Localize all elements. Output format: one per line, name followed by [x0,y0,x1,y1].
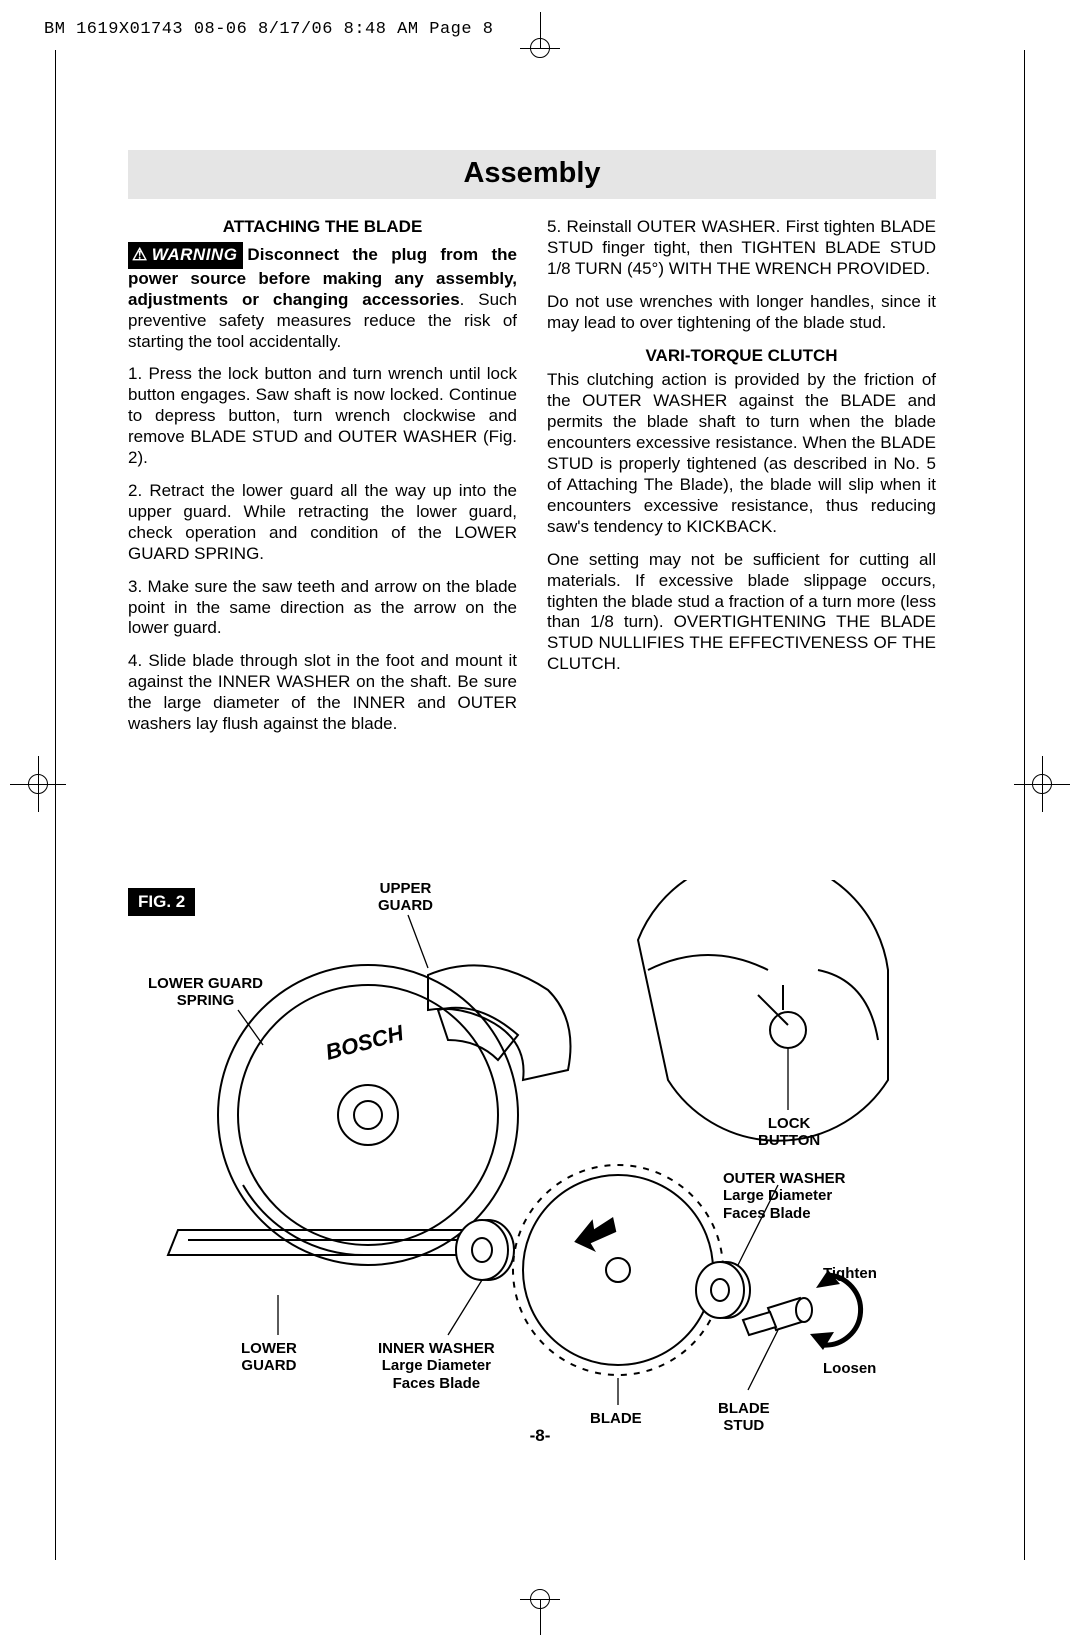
step-1: 1. Press the lock button and turn wrench… [128,364,517,469]
step-4: 4. Slide blade through slot in the foot … [128,651,517,735]
callout-loosen: Loosen [823,1360,876,1377]
figure-2: FIG. 2 BOSCH [128,880,936,1440]
registration-mark [1014,756,1070,812]
crop-mark [520,48,560,49]
callout-outer-washer: OUTER WASHERLarge DiameterFaces Blade [723,1170,846,1222]
step-3: 3. Make sure the saw teeth and arrow on … [128,577,517,640]
step-2: 2. Retract the lower guard all the way u… [128,481,517,565]
page-content: Assembly ATTACHING THE BLADE ⚠WARNINGDis… [128,150,936,747]
print-slug: BM 1619X01743 08-06 8/17/06 8:48 AM Page… [44,20,493,39]
subheading-vari-torque: VARI-TORQUE CLUTCH [547,346,936,367]
clutch-paragraph-2: One setting may not be sufficient for cu… [547,550,936,675]
callout-blade: BLADE [590,1410,642,1427]
subheading-attaching: ATTACHING THE BLADE [128,217,517,238]
callout-upper-guard: UPPERGUARD [378,880,433,915]
callout-lock-button: LOCKBUTTON [758,1115,820,1150]
clutch-paragraph-1: This clutching action is provided by the… [547,370,936,537]
page-number: -8- [0,1426,1080,1446]
section-title: Assembly [128,150,936,199]
left-column: ATTACHING THE BLADE ⚠WARNINGDisconnect t… [128,217,517,747]
registration-mark [10,756,66,812]
step-5: 5. Reinstall OUTER WASHER. First tighten… [547,217,936,280]
callout-lower-guard: LOWERGUARD [241,1340,297,1375]
callout-lower-guard-spring: LOWER GUARDSPRING [148,975,263,1010]
wrench-note: Do not use wrenches with longer handles,… [547,292,936,334]
warning-icon: ⚠ [132,245,148,266]
svg-text:BOSCH: BOSCH [323,1020,407,1065]
right-column: 5. Reinstall OUTER WASHER. First tighten… [547,217,936,747]
callout-tighten: Tighten [823,1265,877,1282]
warning-badge: ⚠WARNING [128,242,243,269]
warning-paragraph: ⚠WARNINGDisconnect the plug from the pow… [128,242,517,353]
callout-inner-washer: INNER WASHERLarge DiameterFaces Blade [378,1340,495,1392]
